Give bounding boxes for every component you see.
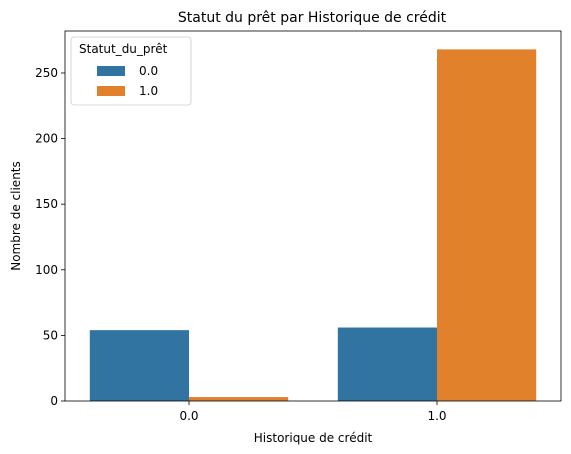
bar-cat1.0-series1.0	[437, 49, 537, 401]
y-tick-label: 0	[50, 394, 58, 408]
legend-label-1.0: 1.0	[139, 84, 158, 98]
x-axis: 0.0 1.0	[179, 401, 447, 423]
y-tick-label: 250	[35, 66, 58, 80]
y-tick-label: 150	[35, 197, 58, 211]
y-tick-label: 50	[43, 328, 58, 342]
y-tick-label: 100	[35, 263, 58, 277]
bar-cat0.0-series0.0	[89, 330, 189, 401]
legend: Statut_du_prêt 0.01.0	[70, 36, 192, 106]
legend-swatch-1.0	[97, 86, 125, 96]
y-axis-label: Nombre de clients	[9, 161, 23, 271]
x-tick-label: 0.0	[179, 409, 198, 423]
x-tick-label: 1.0	[427, 409, 446, 423]
legend-title: Statut_du_prêt	[79, 42, 168, 56]
bar-cat1.0-series0.0	[337, 327, 437, 401]
legend-items: 0.01.0	[97, 64, 158, 98]
legend-label-0.0: 0.0	[139, 64, 158, 78]
legend-swatch-0.0	[97, 66, 125, 76]
chart-title: Statut du prêt par Historique de crédit	[178, 10, 447, 26]
x-axis-label: Historique de crédit	[254, 431, 373, 445]
y-tick-label: 200	[35, 132, 58, 146]
bar-cat0.0-series1.0	[189, 397, 289, 401]
y-axis: 0 50 100 150 200 250	[35, 66, 65, 408]
bars-group	[89, 49, 537, 401]
plot-area-frame	[64, 30, 562, 402]
